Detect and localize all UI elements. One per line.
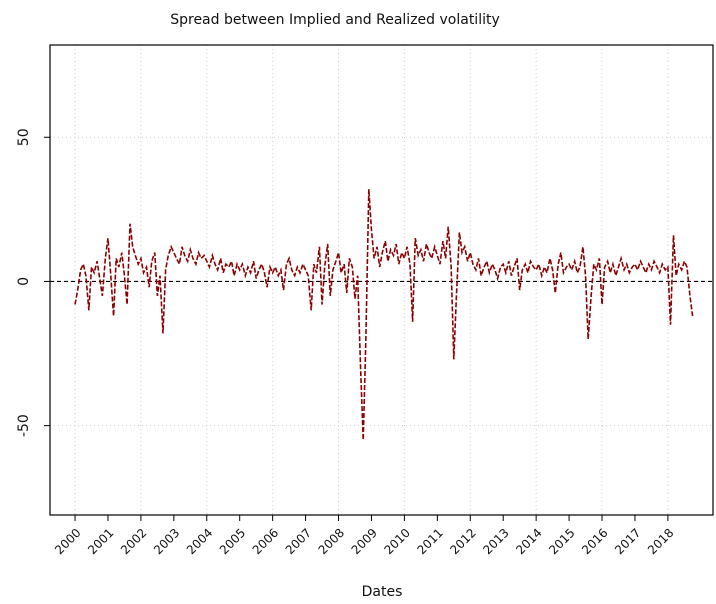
x-tick-label: 2001 [85,526,116,557]
x-tick-label: 2010 [381,526,412,557]
chart-title: Spread between Implied and Realized vola… [170,12,500,28]
x-tick-label: 2003 [151,526,182,557]
x-axis-label: Dates [362,584,403,600]
x-tick-label: 2008 [316,526,347,557]
series-line [74,189,694,441]
x-tick-label: 2009 [349,526,380,557]
plot-frame [49,44,714,516]
x-tick-label: 2015 [546,526,577,557]
x-tick-label: 2012 [447,526,478,557]
x-tick-label: 2007 [283,526,314,557]
x-tick-label: 2014 [513,526,544,557]
x-tick-label: 2013 [480,526,511,557]
x-tick-label: 2004 [184,526,215,557]
x-tick-label: 2018 [645,526,676,557]
x-tick-label: 2011 [414,526,445,557]
x-tick-label: 2017 [612,526,643,557]
y-tick-label: -50 [16,414,32,437]
x-tick-label: 2000 [52,526,83,557]
x-tick-label: 2002 [118,526,149,557]
x-tick-label: 2005 [217,526,248,557]
x-tick-label: 2006 [250,526,281,557]
y-tick-label: 50 [16,128,32,146]
x-tick-label: 2016 [579,526,610,557]
y-tick-label: 0 [16,277,32,286]
